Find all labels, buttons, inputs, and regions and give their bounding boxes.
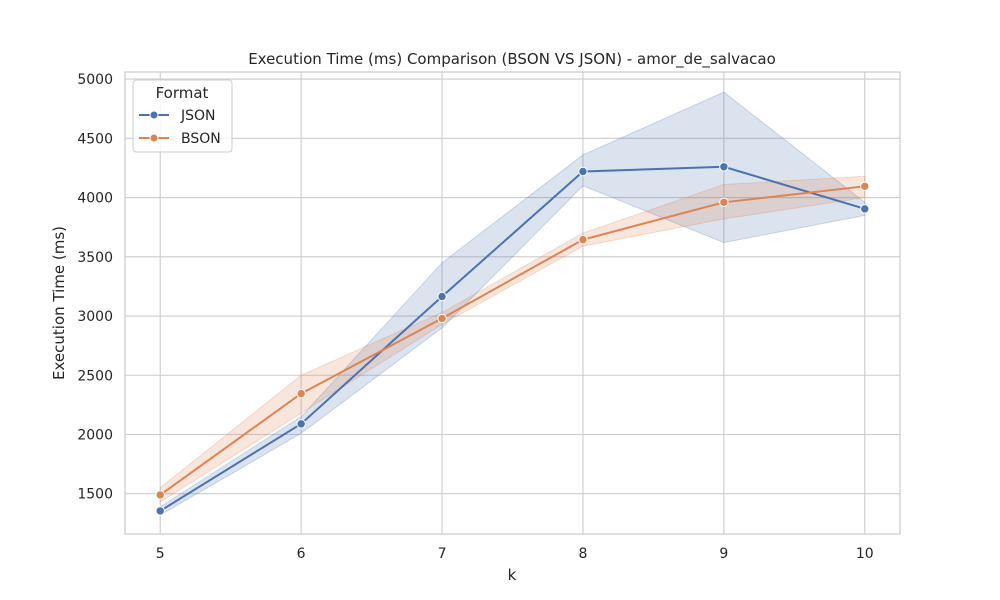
y-tick-label: 3500 [77, 250, 113, 266]
x-tick-label: 7 [438, 546, 447, 562]
confidence-bands [159, 91, 866, 516]
y-tick-label: 4500 [77, 131, 113, 147]
y-tick-label: 1500 [77, 487, 113, 503]
x-tick-label: 6 [297, 546, 306, 562]
data-point-bson [437, 313, 447, 324]
confidence-band-bson [159, 175, 866, 503]
plot-frame [124, 71, 901, 535]
series-lines [159, 165, 866, 512]
legend-title: Format [156, 84, 209, 102]
data-point-bson [296, 388, 306, 399]
x-tick-label: 8 [578, 546, 587, 562]
x-tick-labels: 5 6 7 8 9 10 [156, 546, 874, 562]
y-tick-labels: 1500 2000 2500 3000 3500 4000 4500 5000 [77, 72, 113, 503]
x-tick-label: 10 [856, 546, 874, 562]
legend-label-bson: BSON [181, 131, 221, 147]
legend-box [132, 79, 233, 153]
legend-label-json: JSON [180, 108, 216, 124]
data-point-json [578, 166, 588, 177]
y-tick-label: 5000 [77, 72, 113, 88]
legend-marker-json [149, 110, 159, 120]
confidence-band-json [159, 91, 866, 516]
data-point-json [437, 291, 447, 302]
data-point-json [296, 419, 306, 429]
series-line-bson [159, 185, 865, 496]
data-point-bson [155, 490, 165, 500]
data-point-json [155, 506, 165, 516]
data-point-bson [578, 234, 588, 245]
legend-items: JSON BSON [139, 108, 221, 147]
y-tick-label: 3000 [77, 309, 113, 325]
y-tick-label: 2500 [77, 368, 113, 384]
x-axis-label: k [508, 566, 517, 584]
y-tick-label: 4000 [77, 191, 113, 207]
y-tick-label: 2000 [77, 427, 113, 443]
legend-marker-bson [149, 133, 159, 143]
data-point-bson [860, 181, 870, 192]
data-point-bson [719, 197, 729, 208]
series-line-json [159, 165, 866, 512]
data-point-json [860, 204, 870, 214]
series-points [155, 162, 870, 516]
y-axis-label: Execution Time (ms) [50, 226, 68, 380]
x-tick-label: 9 [719, 546, 728, 562]
x-tick-label: 5 [156, 546, 165, 562]
legend: Format JSON BSON [132, 79, 233, 153]
chart-title: Execution Time (ms) Comparison (BSON VS … [248, 50, 776, 69]
grid [125, 72, 900, 534]
data-point-json [719, 162, 729, 172]
